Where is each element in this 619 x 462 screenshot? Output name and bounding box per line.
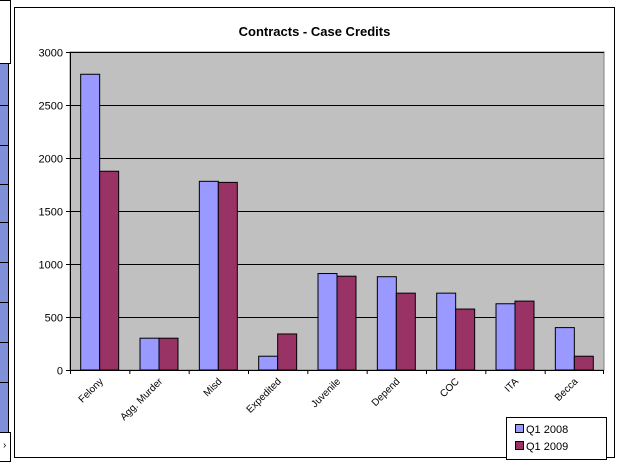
bar-1 (317, 273, 338, 371)
scroll-arrow-icon: › (3, 440, 7, 451)
x-tick-label: ITA (503, 376, 521, 394)
chart-title: Contracts - Case Credits (238, 24, 391, 39)
x-tick-label: Agg. Murder (118, 376, 165, 423)
bar-2 (336, 275, 357, 371)
legend-item-series-1: Q1 2008 (515, 422, 568, 438)
plot-area-svg: 0 500 1000 1500 2000 2500 3000 Felony Agg. Murde… (39, 48, 605, 423)
spreadsheet-gridline (0, 382, 9, 383)
y-tick-label: 1000 (39, 260, 63, 272)
spreadsheet-gridline (0, 302, 9, 303)
legend-swatch-series-2 (515, 441, 524, 450)
bar-1 (495, 303, 516, 371)
y-tick-label: 3000 (39, 48, 63, 60)
spreadsheet-gridline (0, 105, 9, 106)
spreadsheet-gridline (0, 262, 9, 263)
legend[interactable]: Q1 2008 Q1 2009 (506, 417, 607, 460)
chart-area[interactable]: Contracts - Case Credits 0 500 1000 1500 200… (14, 7, 615, 460)
y-tick-label: 500 (45, 313, 63, 325)
bar-1 (198, 180, 219, 371)
bar-2 (573, 355, 594, 371)
x-tick-label: Expedited (245, 376, 284, 415)
bar-1 (376, 276, 397, 371)
bar-1 (80, 73, 101, 371)
x-tick-label: Felony (77, 376, 106, 405)
legend-swatch-series-1 (515, 424, 524, 433)
spreadsheet-shaded-column (0, 64, 9, 432)
bar-2 (158, 337, 179, 371)
bar-2 (514, 300, 535, 371)
spreadsheet-cell (0, 0, 11, 64)
spreadsheet-gridline (0, 342, 9, 343)
bar-2 (395, 292, 416, 371)
y-tick-label: 2500 (39, 101, 63, 113)
bar-1 (139, 337, 160, 371)
y-tick-label: 0 (57, 366, 63, 378)
y-tick-label: 2000 (39, 154, 63, 166)
bar-2 (455, 308, 476, 371)
spreadsheet-gridline (0, 184, 9, 185)
x-tick-label: COC (438, 376, 462, 400)
legend-item-series-2: Q1 2009 (515, 439, 568, 455)
legend-label-series-2: Q1 2009 (526, 441, 569, 453)
spreadsheet-column-edge: › (0, 0, 12, 462)
bar-2 (277, 333, 298, 371)
y-tick-label: 1500 (39, 207, 63, 219)
spreadsheet-gridline (0, 145, 9, 146)
bar-1 (258, 355, 279, 371)
x-tick-label: Misd (202, 376, 225, 399)
bar-2 (217, 181, 238, 371)
bar-2 (99, 170, 120, 371)
spreadsheet-gridline (0, 222, 9, 223)
bar-1 (554, 327, 575, 371)
x-tick-label: Becca (553, 376, 581, 404)
legend-label-series-1: Q1 2008 (526, 424, 569, 436)
x-tick-label: Depend (370, 376, 403, 409)
x-tick-label: Juvenile (309, 376, 343, 410)
bar-1 (436, 292, 457, 371)
